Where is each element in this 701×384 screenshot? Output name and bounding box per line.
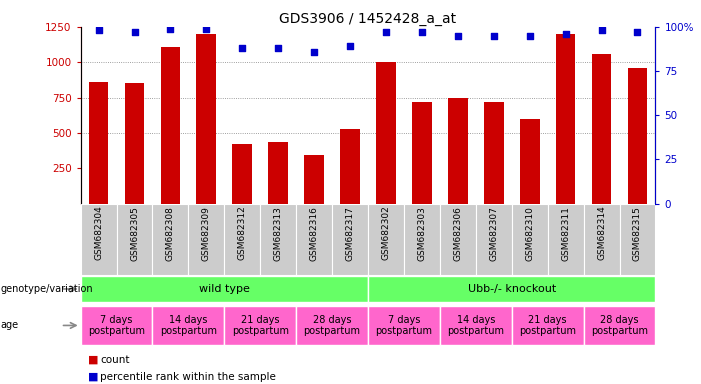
Bar [304,156,324,204]
Bar [81,204,116,275]
Bar [368,204,404,275]
Bar [584,204,620,275]
Text: 14 days
postpartum: 14 days postpartum [160,314,217,336]
Bar [81,306,153,345]
Point [560,31,571,37]
Bar [332,204,368,275]
Text: ■: ■ [88,355,98,365]
Bar [268,142,288,204]
Point [596,27,607,33]
Point [524,33,536,39]
Bar [556,34,576,204]
Text: GSM682308: GSM682308 [166,206,175,260]
Bar [368,306,440,345]
Bar [592,55,611,204]
Bar [125,83,144,204]
Point [129,29,140,35]
Point [273,45,284,51]
Bar [153,306,224,345]
Bar [520,119,540,204]
Text: wild type: wild type [199,284,250,294]
Bar [161,47,180,204]
Bar [627,68,647,204]
Bar [224,306,297,345]
Text: 21 days
postpartum: 21 days postpartum [519,314,576,336]
Text: 21 days
postpartum: 21 days postpartum [232,314,289,336]
Point [308,48,320,55]
Bar [412,102,432,204]
Bar [224,204,260,275]
Bar [404,204,440,275]
Point [488,33,499,39]
Bar [512,204,547,275]
Text: 28 days
postpartum: 28 days postpartum [304,314,360,336]
Text: GSM682311: GSM682311 [561,206,570,260]
Point [381,29,392,35]
Text: GSM682312: GSM682312 [238,206,247,260]
Point [452,33,463,39]
Point [93,27,104,33]
Bar [440,306,512,345]
Text: age: age [1,320,19,331]
Text: GSM682309: GSM682309 [202,206,211,260]
Text: GSM682306: GSM682306 [454,206,463,260]
Point [165,26,176,32]
Bar [368,276,655,302]
Bar [81,276,368,302]
Bar [89,82,109,204]
Text: GSM682307: GSM682307 [489,206,498,260]
Bar [196,34,216,204]
Bar [153,204,189,275]
Bar [584,306,655,345]
Bar [116,204,153,275]
Bar [260,204,297,275]
Bar [448,98,468,204]
Bar [620,204,655,275]
Text: 14 days
postpartum: 14 days postpartum [447,314,504,336]
Text: GSM682305: GSM682305 [130,206,139,260]
Point [416,29,428,35]
Point [200,26,212,32]
Bar [233,144,252,204]
Text: genotype/variation: genotype/variation [1,284,93,294]
Bar [297,204,332,275]
Bar [476,204,512,275]
Text: ■: ■ [88,372,98,382]
Text: 7 days
postpartum: 7 days postpartum [376,314,433,336]
Text: GSM682310: GSM682310 [525,206,534,260]
Text: percentile rank within the sample: percentile rank within the sample [100,372,276,382]
Bar [376,61,396,204]
Text: GSM682313: GSM682313 [273,206,283,260]
Text: 28 days
postpartum: 28 days postpartum [591,314,648,336]
Point [344,43,355,50]
Bar [440,204,476,275]
Text: GSM682315: GSM682315 [633,206,642,260]
Bar [547,204,584,275]
Bar [340,129,360,204]
Text: GSM682314: GSM682314 [597,206,606,260]
Point [632,29,643,35]
Bar [297,306,368,345]
Text: count: count [100,355,130,365]
Bar [189,204,224,275]
Bar [512,306,583,345]
Point [237,45,248,51]
Title: GDS3906 / 1452428_a_at: GDS3906 / 1452428_a_at [280,12,456,26]
Text: GSM682317: GSM682317 [346,206,355,260]
Text: GSM682316: GSM682316 [310,206,319,260]
Text: GSM682303: GSM682303 [417,206,426,260]
Bar [484,102,503,204]
Text: Ubb-/- knockout: Ubb-/- knockout [468,284,556,294]
Text: GSM682302: GSM682302 [381,206,390,260]
Text: 7 days
postpartum: 7 days postpartum [88,314,145,336]
Text: GSM682304: GSM682304 [94,206,103,260]
